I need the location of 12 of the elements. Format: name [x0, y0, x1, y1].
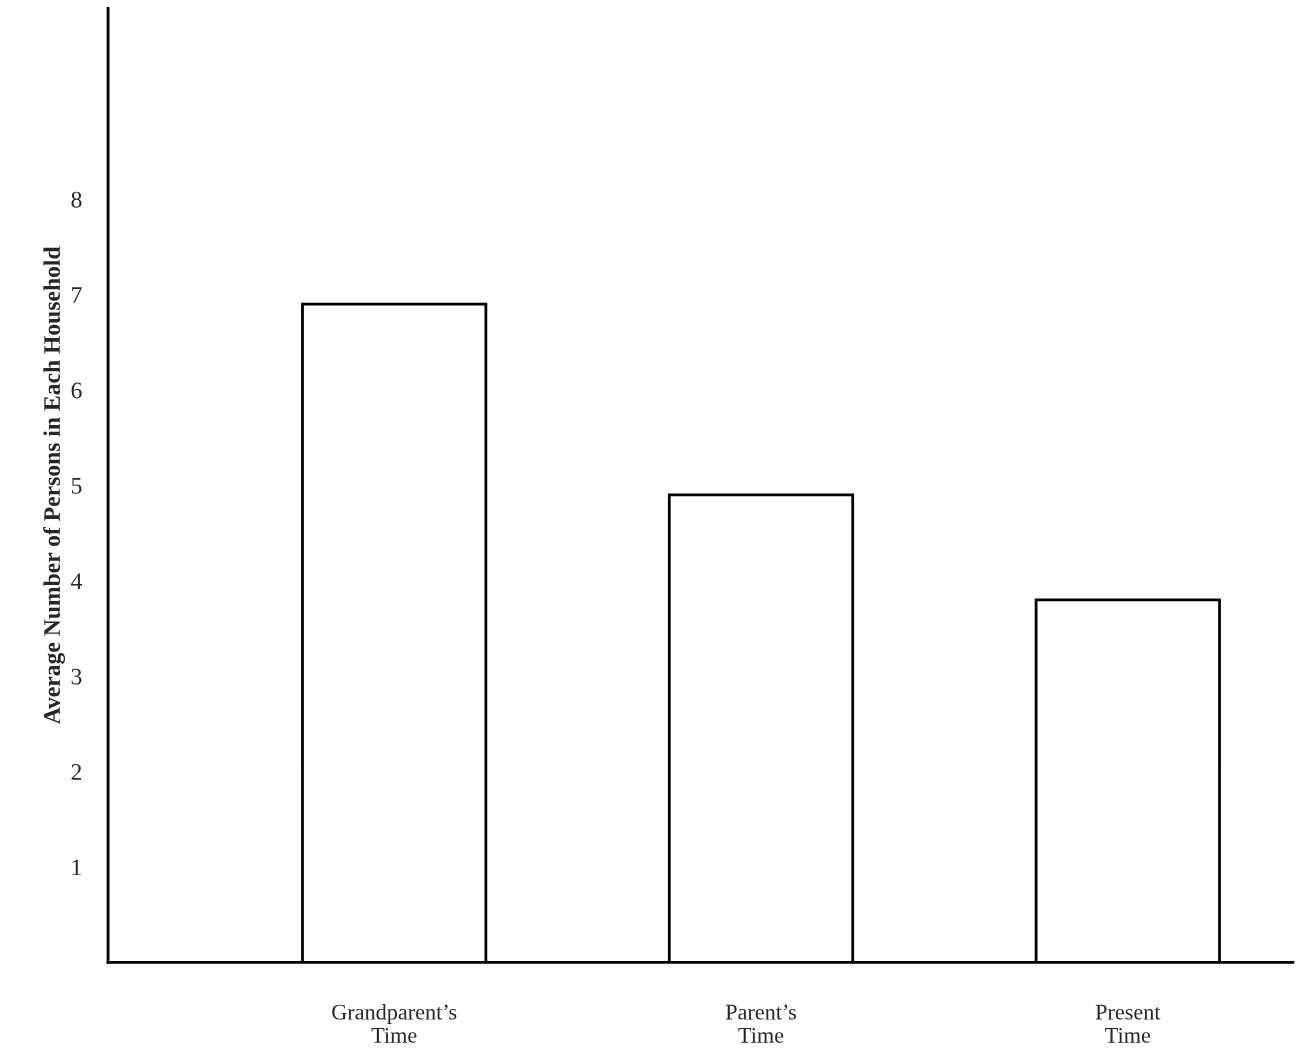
y-axis-title: Average Number of Persons in Each Household: [43, 246, 66, 725]
x-tick-label: Present Time: [1095, 1004, 1161, 1043]
y-tick-label: 1: [72, 859, 81, 876]
y-tick-label: 3: [71, 668, 82, 685]
y-tick-label: 7: [72, 287, 82, 303]
x-tick-label: Grandparent’s Time: [332, 1003, 457, 1043]
x-tick-label: Parent’s Time: [725, 1004, 796, 1043]
y-tick-label: 6: [71, 382, 82, 399]
y-tick-label: 2: [71, 764, 82, 780]
y-tick-label: 4: [71, 573, 82, 589]
y-tick-label: 5: [71, 478, 82, 494]
y-tick-label: 8: [71, 191, 82, 208]
